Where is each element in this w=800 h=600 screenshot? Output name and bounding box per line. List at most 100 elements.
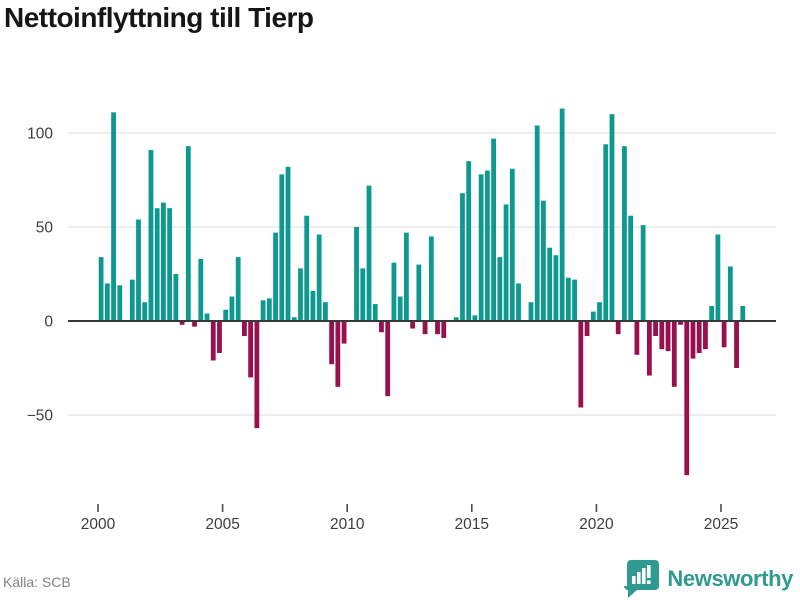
bar-2024-q3 xyxy=(709,305,715,321)
logo-bar-1 xyxy=(632,576,637,584)
bar-2020-q3 xyxy=(609,114,615,321)
bar-2000-q4 xyxy=(117,285,123,321)
bar-2012-q2 xyxy=(403,232,409,321)
bar-2011-q4 xyxy=(391,262,397,321)
newsworthy-logo: Newsworthy xyxy=(624,560,793,598)
bar-2013-q1 xyxy=(422,321,428,335)
bar-2020-q4 xyxy=(615,321,621,335)
bar-2015-q4 xyxy=(491,138,496,321)
bar-2005-q2 xyxy=(229,296,235,321)
bar-2000-q2 xyxy=(104,283,110,321)
bar-2023-q3 xyxy=(684,321,690,476)
bar-2022-q4 xyxy=(665,321,671,352)
bar-2014-q4 xyxy=(466,161,472,321)
bar-2024-q2 xyxy=(703,321,708,350)
bar-2010-q4 xyxy=(366,185,372,321)
newsworthy-icon xyxy=(624,560,660,598)
bar-2017-q2 xyxy=(528,302,534,321)
x-axis-label-2005: 2005 xyxy=(205,516,239,533)
bar-2000-q1 xyxy=(98,257,104,321)
bar-2019-q2 xyxy=(578,321,584,408)
y-axis-label-50: 50 xyxy=(36,220,54,237)
bar-2020-q2 xyxy=(603,144,609,321)
logo-exclamation-stem xyxy=(647,565,652,578)
bar-2009-q4 xyxy=(341,321,347,344)
bar-2006-q4 xyxy=(266,298,272,321)
bar-2013-q4 xyxy=(441,321,447,338)
bar-2022-q1 xyxy=(646,321,652,376)
bar-2008-q4 xyxy=(316,234,322,321)
bar-2021-q1 xyxy=(622,146,627,321)
bar-2013-q2 xyxy=(428,236,434,321)
bar-2002-q3 xyxy=(161,202,166,321)
bar-2019-q4 xyxy=(590,311,596,321)
bar-2014-q3 xyxy=(460,193,465,321)
bar-2004-q2 xyxy=(204,313,210,321)
bar-2020-q1 xyxy=(597,302,602,321)
newsworthy-wordmark: Newsworthy xyxy=(667,566,793,591)
bar-2012-q3 xyxy=(410,321,416,329)
bar-2003-q4 xyxy=(192,321,197,327)
bar-2022-q3 xyxy=(659,321,665,350)
bar-2006-q1 xyxy=(248,321,254,378)
x-axis-label-2025: 2025 xyxy=(704,516,738,533)
logo-bar-2 xyxy=(637,572,642,584)
bar-2011-q3 xyxy=(385,321,391,397)
y-axis-label-0: 0 xyxy=(44,314,53,331)
bar-2014-q2 xyxy=(453,317,459,321)
y-axis-label--50: −50 xyxy=(27,408,54,425)
chart-title: Nettoinflyttning till Tierp xyxy=(4,2,314,33)
bar-2004-q3 xyxy=(210,321,216,361)
bar-2002-q2 xyxy=(154,208,160,321)
bar-2025-q1 xyxy=(721,321,727,348)
bar-2002-q1 xyxy=(148,149,154,321)
bar-2000-q3 xyxy=(111,112,116,321)
bar-2019-q3 xyxy=(584,321,590,337)
bar-2016-q2 xyxy=(503,204,509,321)
bar-2003-q1 xyxy=(173,274,179,321)
speech-bubble-shape xyxy=(624,560,660,598)
x-axis-label-2020: 2020 xyxy=(579,516,614,533)
bar-2025-q4 xyxy=(740,305,746,321)
bar-2006-q2 xyxy=(254,321,260,429)
bar-2022-q2 xyxy=(653,321,658,337)
bar-2011-q2 xyxy=(379,321,384,333)
bar-2017-q3 xyxy=(534,125,540,321)
bar-2009-q2 xyxy=(329,321,335,365)
bar-2002-q4 xyxy=(167,208,173,321)
bar-2023-q4 xyxy=(690,321,696,359)
x-axis-label-2010: 2010 xyxy=(330,516,365,533)
bar-2021-q4 xyxy=(640,225,646,321)
bar-2003-q2 xyxy=(179,321,185,325)
bar-2009-q1 xyxy=(323,302,328,321)
bar-2016-q4 xyxy=(516,283,521,321)
bar-2018-q2 xyxy=(553,255,559,321)
x-axis-label-2015: 2015 xyxy=(455,516,489,533)
bar-2001-q2 xyxy=(129,279,135,321)
bar-2023-q1 xyxy=(671,321,677,387)
bar-2023-q2 xyxy=(678,321,683,325)
bar-2018-q3 xyxy=(559,108,565,321)
bar-2016-q1 xyxy=(497,257,503,321)
bar-2021-q3 xyxy=(634,321,640,355)
bar-2007-q2 xyxy=(279,174,285,321)
bar-2007-q1 xyxy=(273,232,278,321)
bar-2008-q1 xyxy=(298,268,303,321)
bar-2021-q2 xyxy=(628,215,634,321)
bar-2008-q2 xyxy=(304,215,310,321)
bar-2011-q1 xyxy=(372,304,378,321)
bar-2010-q3 xyxy=(360,268,366,321)
bar-2015-q2 xyxy=(478,174,484,321)
bar-2003-q3 xyxy=(185,146,191,321)
bar-2001-q4 xyxy=(142,302,148,321)
bar-2016-q3 xyxy=(509,168,515,321)
bar-2005-q3 xyxy=(235,257,241,321)
bar-2007-q3 xyxy=(285,166,291,321)
bar-2025-q3 xyxy=(734,321,739,368)
bar-2005-q1 xyxy=(223,309,229,321)
bar-2015-q1 xyxy=(472,315,478,321)
bar-2009-q3 xyxy=(335,321,341,387)
bar-2024-q4 xyxy=(715,234,721,321)
